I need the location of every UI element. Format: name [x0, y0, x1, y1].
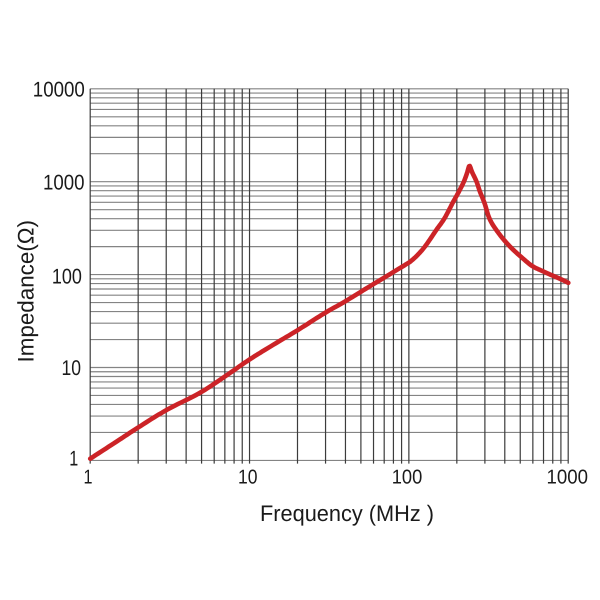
svg-text:1: 1 [84, 466, 93, 488]
svg-text:1000: 1000 [43, 170, 85, 194]
svg-text:1: 1 [69, 446, 78, 470]
svg-text:100: 100 [392, 467, 423, 489]
svg-text:Impedance(Ω): Impedance(Ω) [14, 220, 39, 363]
svg-text:10: 10 [238, 467, 258, 489]
svg-text:10000: 10000 [33, 78, 85, 102]
svg-text:Frequency (MHz ): Frequency (MHz ) [260, 501, 434, 526]
svg-text:1000: 1000 [547, 467, 589, 489]
svg-text:100: 100 [52, 265, 82, 289]
svg-text:10: 10 [62, 356, 82, 380]
